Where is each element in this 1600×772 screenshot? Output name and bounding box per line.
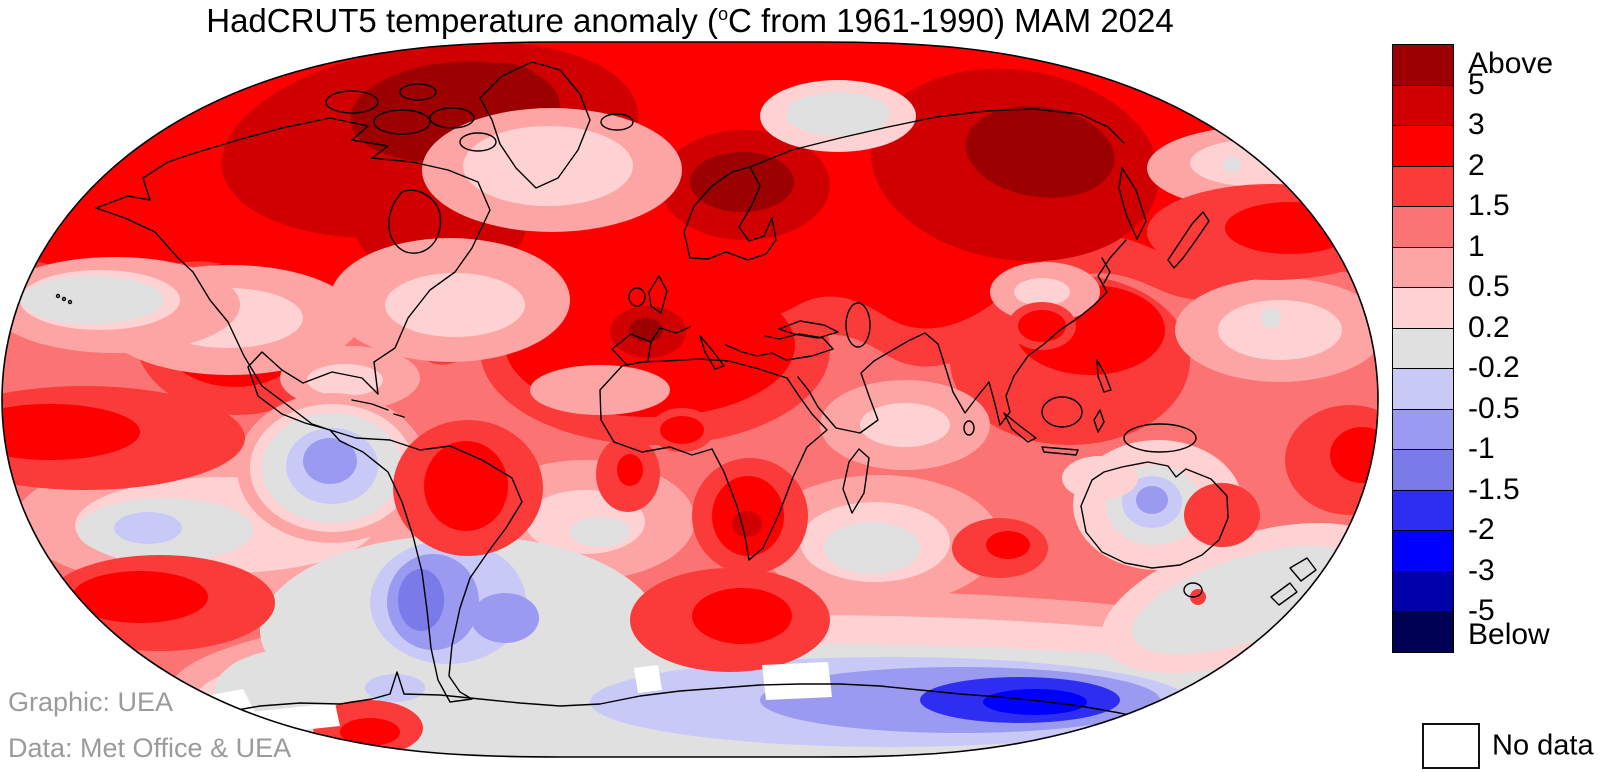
map-outline	[1, 41, 1379, 758]
colorbar-cell	[1392, 327, 1454, 370]
colorbar-label: 3	[1468, 108, 1485, 141]
colorbar-label: 2	[1468, 148, 1485, 182]
world-map	[1, 41, 1379, 758]
colorbar	[1392, 44, 1454, 653]
colorbar-label: 5	[1468, 67, 1485, 101]
degree-symbol: o	[717, 4, 729, 24]
colorbar-cell	[1392, 570, 1454, 613]
no-data-label: No data	[1492, 729, 1594, 762]
page-title: HadCRUT5 temperature anomaly (oC from 19…	[0, 2, 1380, 40]
no-data-swatch	[1422, 723, 1480, 769]
title-suffix: C from 1961-1990) MAM 2024	[728, 2, 1174, 39]
colorbar-label: -0.2	[1468, 351, 1520, 384]
colorbar-cell	[1392, 368, 1454, 410]
colorbar-cell	[1392, 246, 1454, 289]
colorbar-label: 1.5	[1468, 189, 1510, 222]
colorbar-cell	[1392, 125, 1454, 167]
colorbar-label: Above	[1468, 47, 1554, 81]
title-prefix: HadCRUT5 temperature anomaly (	[206, 2, 718, 39]
credit-graphic: Graphic: UEA	[8, 687, 174, 717]
colorbar-label: -2	[1468, 513, 1495, 546]
coastlines	[55, 61, 1317, 740]
colorbar-cell	[1392, 530, 1454, 572]
contour-fills	[2, 42, 1378, 757]
colorbar-cell	[1392, 449, 1454, 491]
colorbar-cell	[1392, 611, 1454, 653]
colorbar-label: -3	[1468, 553, 1495, 587]
colorbar-cell	[1392, 206, 1454, 248]
colorbar-label: -1.5	[1468, 472, 1520, 506]
colorbar-cell	[1392, 408, 1454, 451]
colorbar-cell	[1392, 489, 1454, 532]
colorbar-label: 0.5	[1468, 270, 1510, 303]
colorbar-label: -1	[1468, 432, 1495, 465]
colorbar-label: 1	[1468, 229, 1485, 263]
colorbar-label: -0.5	[1468, 391, 1520, 425]
colorbar-cell	[1392, 165, 1454, 208]
colorbar-label: Below	[1468, 618, 1550, 652]
colorbar-cell	[1392, 44, 1454, 86]
colorbar-label: 0.2	[1468, 310, 1510, 344]
colorbar-cell	[1392, 84, 1454, 127]
credit-data: Data: Met Office & UEA	[8, 733, 292, 763]
colorbar-label: -5	[1468, 594, 1495, 627]
colorbar-cell	[1392, 287, 1454, 329]
colorbar-labels: Above 5 3 2 1.5 1 0.5 0.2 -0.2 -0.5 -1 -1.5 -2 -3 -5 Be…	[1468, 0, 1598, 772]
